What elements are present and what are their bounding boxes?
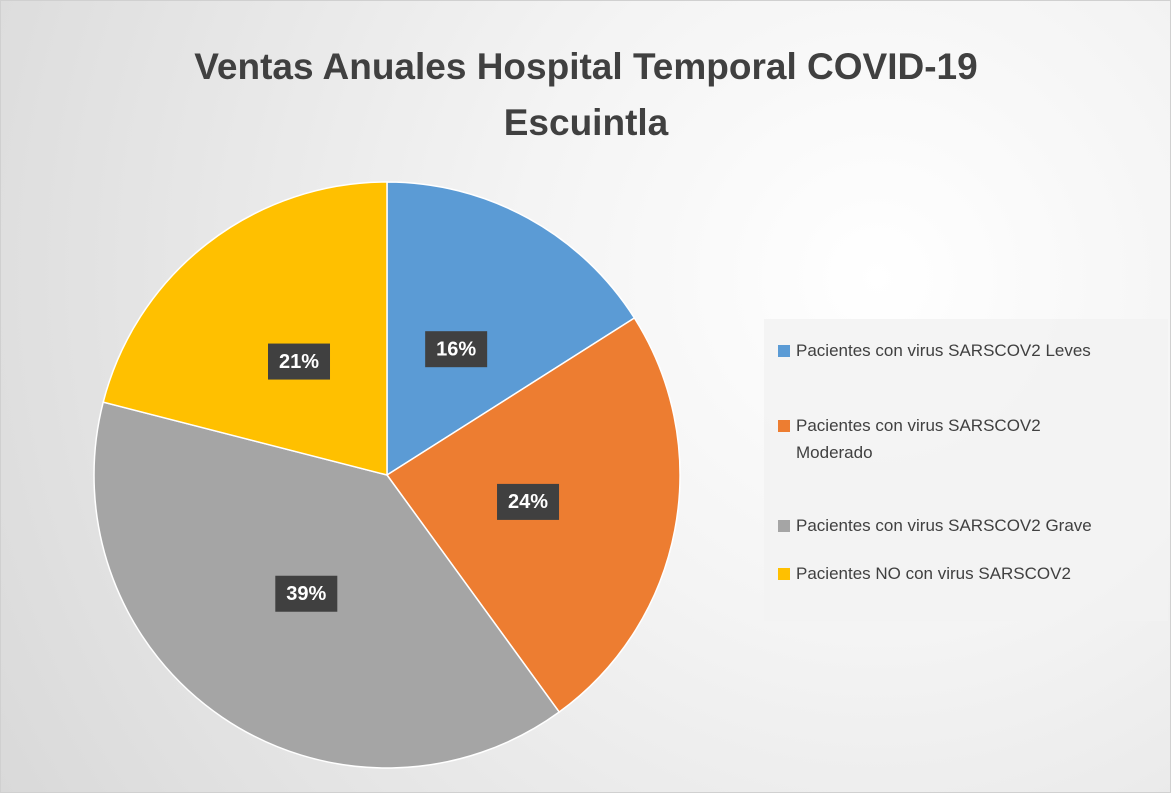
legend-item: Pacientes con virus SARSCOV2 Moderado xyxy=(778,412,1100,466)
legend-item: Pacientes con virus SARSCOV2 Grave xyxy=(778,512,1100,539)
legend-swatch xyxy=(778,420,790,432)
legend-swatch xyxy=(778,345,790,357)
data-label: 39% xyxy=(286,583,326,605)
data-label: 16% xyxy=(436,338,476,360)
legend-swatch xyxy=(778,520,790,532)
pie-slice xyxy=(102,181,388,476)
data-label-box xyxy=(268,343,331,380)
legend-label: Pacientes con virus SARSCOV2 Leves xyxy=(796,341,1091,360)
data-label-box xyxy=(275,575,338,612)
legend-label: Pacientes con virus SARSCOV2 Grave xyxy=(796,516,1092,535)
legend-label: Pacientes con virus SARSCOV2 Moderado xyxy=(796,416,1041,462)
data-label-box xyxy=(425,331,488,368)
pie-slice xyxy=(386,181,636,477)
legend-item: Pacientes con virus SARSCOV2 Leves xyxy=(778,337,1100,364)
data-label-box xyxy=(497,483,560,520)
legend-swatch xyxy=(778,568,790,580)
legend-item: Pacientes NO con virus SARSCOV2 xyxy=(778,560,1100,587)
data-label: 21% xyxy=(279,351,319,373)
legend-label: Pacientes NO con virus SARSCOV2 xyxy=(796,564,1071,583)
legend: Pacientes con virus SARSCOV2 Leves Pacien… xyxy=(764,319,1168,621)
data-label: 24% xyxy=(508,491,548,513)
chart-title: Ventas Anuales Hospital Temporal COVID-1… xyxy=(194,46,978,143)
